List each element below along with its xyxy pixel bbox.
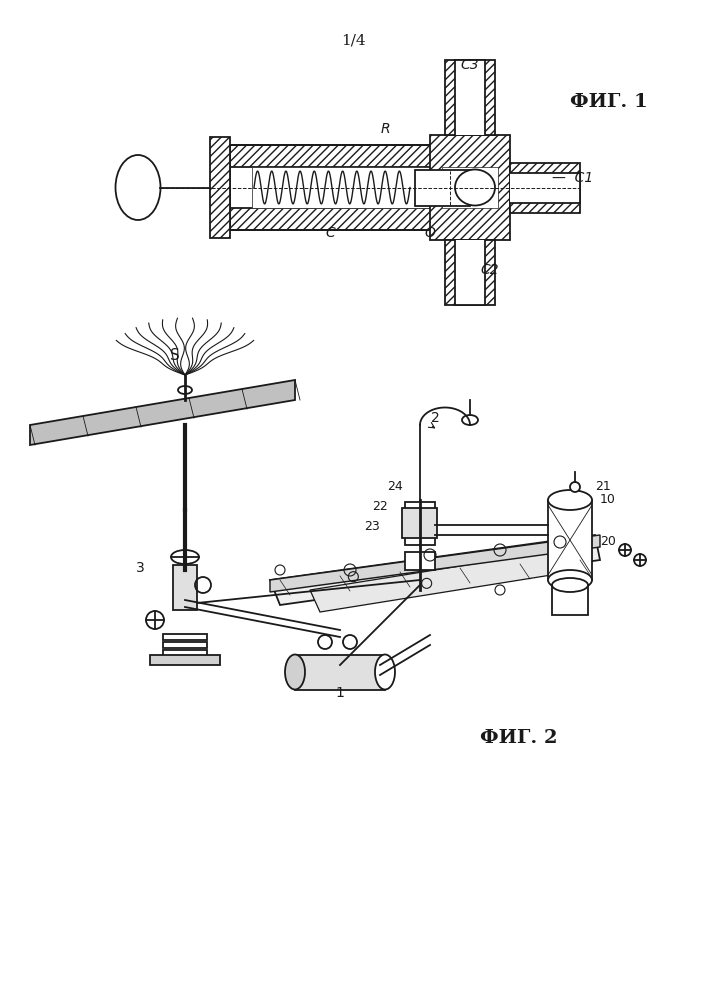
Ellipse shape xyxy=(619,544,631,556)
Ellipse shape xyxy=(285,654,305,690)
Ellipse shape xyxy=(462,415,478,425)
Bar xyxy=(163,642,207,648)
Bar xyxy=(173,565,197,610)
Text: 2: 2 xyxy=(431,411,439,425)
Ellipse shape xyxy=(634,554,646,566)
Bar xyxy=(150,655,220,665)
Bar xyxy=(405,552,435,570)
Ellipse shape xyxy=(552,578,588,592)
Text: ФИГ. 1: ФИГ. 1 xyxy=(570,93,648,111)
Bar xyxy=(442,167,498,208)
Text: ФИГ. 2: ФИГ. 2 xyxy=(480,729,558,747)
Bar xyxy=(455,240,485,305)
Text: O: O xyxy=(425,226,436,240)
Text: C3: C3 xyxy=(461,58,479,72)
Text: 10: 10 xyxy=(600,493,616,506)
Polygon shape xyxy=(270,535,600,605)
Bar xyxy=(402,508,437,538)
Ellipse shape xyxy=(548,490,592,510)
Text: 3: 3 xyxy=(136,561,144,575)
Ellipse shape xyxy=(115,155,160,220)
Text: R: R xyxy=(380,122,390,136)
Polygon shape xyxy=(270,535,600,592)
Bar xyxy=(230,208,485,230)
Text: 21: 21 xyxy=(595,480,611,493)
Bar xyxy=(445,60,495,135)
Ellipse shape xyxy=(548,570,592,590)
Text: —  C1: — C1 xyxy=(552,171,593,185)
Text: 22: 22 xyxy=(372,500,388,513)
Polygon shape xyxy=(310,550,570,612)
Ellipse shape xyxy=(146,611,164,629)
Bar xyxy=(548,500,592,580)
Bar xyxy=(510,172,580,202)
Bar xyxy=(445,240,495,305)
Bar xyxy=(230,145,485,167)
Bar xyxy=(230,145,485,230)
Ellipse shape xyxy=(375,654,395,690)
Bar xyxy=(455,60,485,135)
Bar xyxy=(163,634,207,640)
Text: C2: C2 xyxy=(481,263,499,277)
Bar xyxy=(552,585,588,615)
Text: 1: 1 xyxy=(336,686,344,700)
Text: 23: 23 xyxy=(364,520,380,533)
Bar xyxy=(415,169,470,206)
Bar xyxy=(405,527,435,545)
Bar xyxy=(163,650,207,656)
Ellipse shape xyxy=(570,482,580,492)
Polygon shape xyxy=(30,380,295,445)
Bar xyxy=(252,167,485,208)
Bar xyxy=(405,502,435,520)
Bar xyxy=(510,162,580,213)
Bar xyxy=(295,655,385,690)
Ellipse shape xyxy=(455,169,495,206)
Text: S: S xyxy=(170,348,180,363)
Text: C: C xyxy=(325,226,335,240)
Text: 24: 24 xyxy=(387,480,403,493)
Bar xyxy=(210,137,230,238)
Ellipse shape xyxy=(171,550,199,564)
Text: 1/4: 1/4 xyxy=(341,33,366,47)
Ellipse shape xyxy=(178,386,192,394)
Bar xyxy=(430,135,510,240)
Text: 20: 20 xyxy=(600,535,616,548)
